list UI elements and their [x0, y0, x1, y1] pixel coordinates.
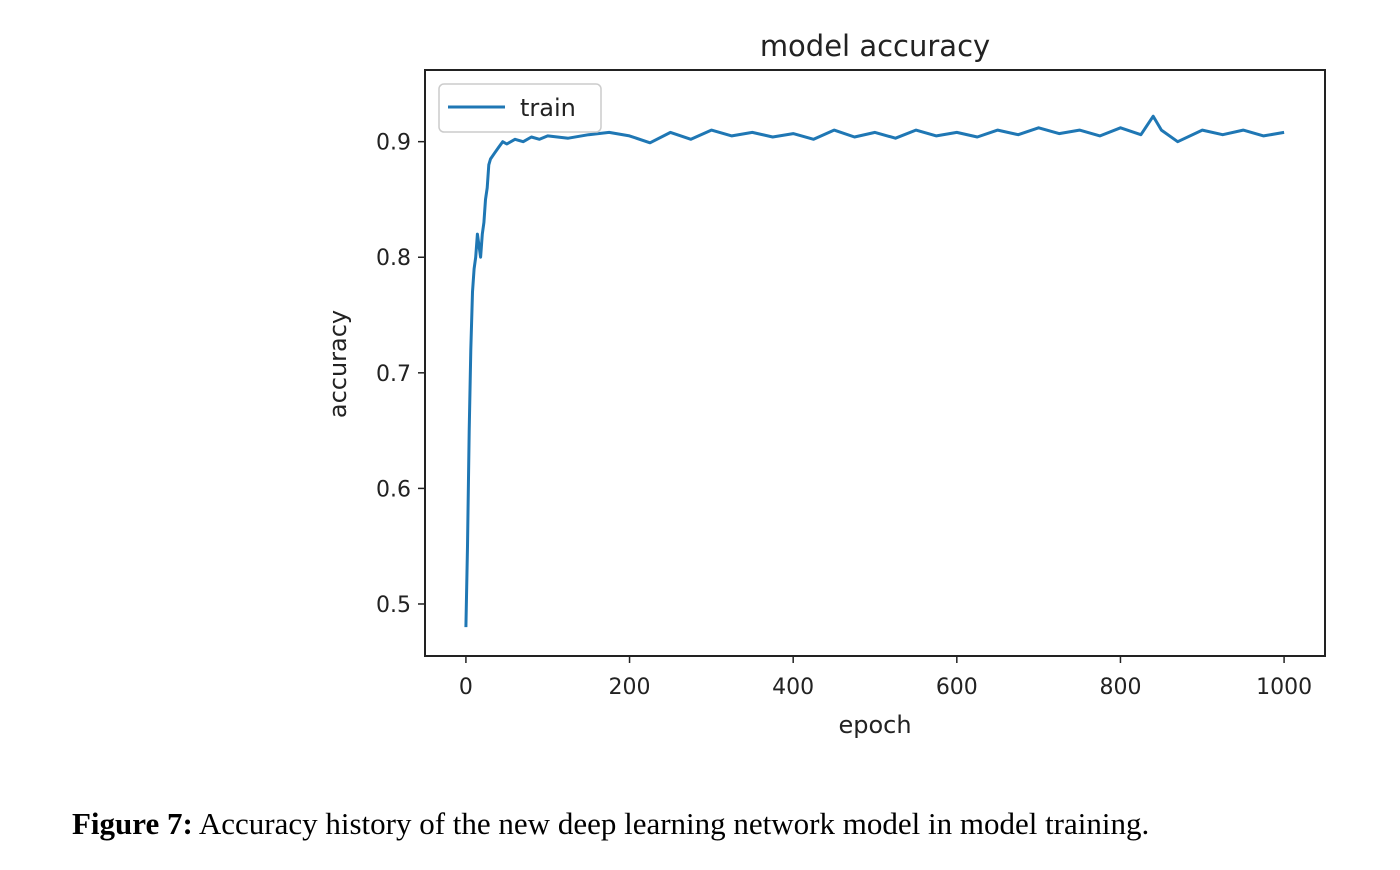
figure-caption: Figure 7: Accuracy history of the new de… [72, 806, 1372, 842]
legend: train [438, 83, 602, 133]
x-tick-label: 600 [936, 675, 978, 700]
x-tick-label: 800 [1099, 675, 1141, 700]
x-tick-label: 200 [609, 675, 651, 700]
y-tick-label: 0.5 [376, 593, 411, 618]
caption-text: Accuracy history of the new deep learnin… [192, 806, 1150, 841]
y-tick-label: 0.9 [376, 131, 411, 156]
y-tick-label: 0.7 [376, 362, 411, 387]
y-axis: 0.5 0.6 0.7 0.8 0.9 [376, 131, 425, 618]
x-axis: 0 200 400 600 800 1000 [459, 656, 1312, 700]
x-tick-label: 400 [772, 675, 814, 700]
legend-label-train: train [520, 94, 576, 122]
y-axis-label: accuracy [324, 310, 352, 418]
chart-title: model accuracy [760, 29, 990, 63]
x-tick-label: 0 [459, 675, 473, 700]
legend-box [438, 83, 602, 133]
x-tick-label: 1000 [1256, 675, 1312, 700]
chart: model accuracy 0 200 400 600 800 1000 0.50.60… [324, 29, 1326, 739]
x-axis-label: epoch [838, 711, 911, 739]
series-line-train [464, 114, 1285, 628]
plot-area [464, 114, 1285, 628]
y-tick-label: 0.8 [376, 246, 411, 271]
y-tick-label: 0.6 [376, 477, 411, 502]
plot-frame [424, 69, 1326, 657]
caption-label: Figure 7: [72, 806, 193, 841]
